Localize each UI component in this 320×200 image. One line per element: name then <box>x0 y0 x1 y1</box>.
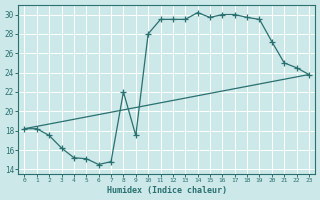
X-axis label: Humidex (Indice chaleur): Humidex (Indice chaleur) <box>107 186 227 195</box>
